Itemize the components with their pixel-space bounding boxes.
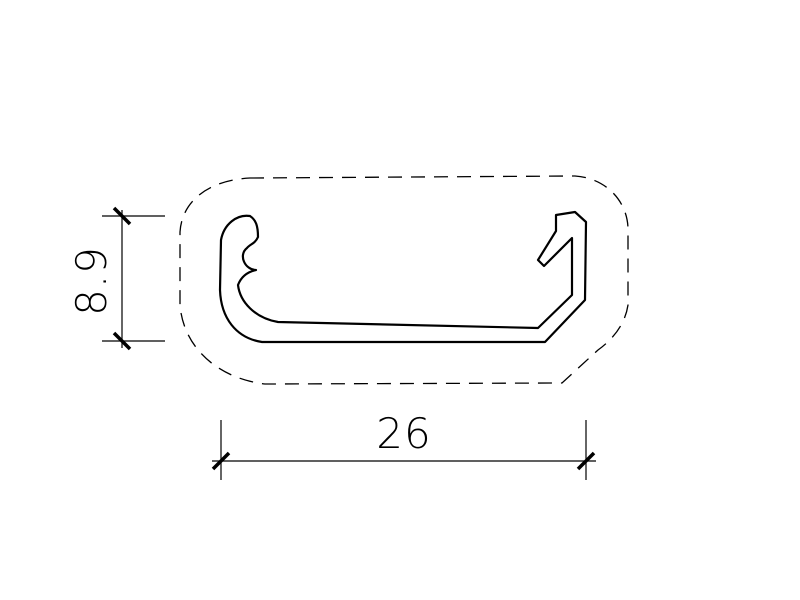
height-dimension-label: 8.9 — [67, 246, 116, 316]
width-dimension-label: 26 — [376, 409, 431, 458]
height-tick-top — [112, 206, 132, 226]
profile-outer-contour — [218, 210, 588, 344]
height-dimension: 8.9 — [67, 206, 165, 351]
width-tick-left — [211, 451, 231, 471]
height-tick-bottom — [112, 331, 132, 351]
dashed-envelope-outline — [179, 175, 629, 385]
width-dimension: 26 — [211, 409, 596, 480]
width-tick-right — [576, 451, 596, 471]
